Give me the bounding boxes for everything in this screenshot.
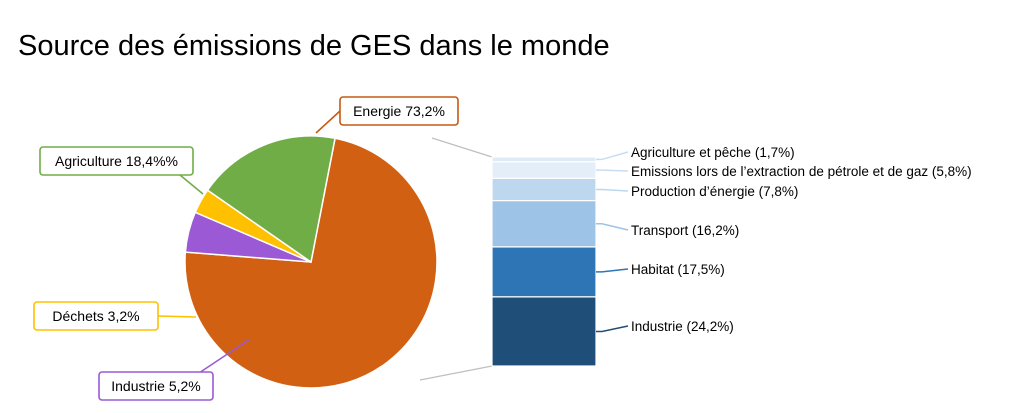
pie-slice-agriculture <box>206 135 336 264</box>
callout-box-agriculture <box>39 146 194 176</box>
bar-leader-2 <box>596 169 629 172</box>
callout-label-agriculture: Agriculture 18,4%% <box>55 153 178 169</box>
bar-segment-1 <box>491 156 597 163</box>
bar-label-4: Transport (16,2%) <box>631 223 739 238</box>
pie-slice-energie <box>184 137 438 389</box>
bar-segment-6 <box>491 296 597 367</box>
callout-leader-energie <box>315 110 341 134</box>
callout-dechets: Déchets 3,2% <box>33 301 197 331</box>
breakdown-bar <box>491 156 597 367</box>
bar-leader-4 <box>596 223 629 231</box>
bar-leader-3 <box>596 188 629 192</box>
bar-label-2: Emissions lors de l’extraction de pétrol… <box>631 164 972 179</box>
callout-agriculture: Agriculture 18,4%% <box>39 146 204 195</box>
connector-bottom <box>419 365 493 381</box>
bar-label-1: Agriculture et pêche (1,7%) <box>631 145 795 160</box>
bar-label-3: Production d’énergie (7,8%) <box>631 184 798 199</box>
callout-label-dechets: Déchets 3,2% <box>52 308 139 324</box>
pie-chart <box>184 135 438 389</box>
callout-box-energie <box>339 96 459 126</box>
callout-box-industrie <box>98 371 214 401</box>
bar-label-group-6: Industrie (24,2%) <box>596 319 734 334</box>
bar-label-group-1: Agriculture et pêche (1,7%) <box>596 145 795 161</box>
callout-label-energie: Energie 73,2% <box>353 103 445 119</box>
bar-segment-4 <box>491 200 597 248</box>
bar-leader-5 <box>596 268 629 273</box>
bar-label-5: Habitat (17,5%) <box>631 262 725 277</box>
callout-energie: Energie 73,2% <box>315 96 459 134</box>
bar-leader-1 <box>596 151 629 161</box>
bar-label-group-3: Production d’énergie (7,8%) <box>596 184 798 199</box>
chart-title: Source des émissions de GES dans le mond… <box>18 30 610 62</box>
bar-segment-2 <box>491 161 597 180</box>
bar-label-6: Industrie (24,2%) <box>631 319 734 334</box>
callout-industrie: Industrie 5,2% <box>98 338 251 401</box>
bar-segment-5 <box>491 246 597 298</box>
bar-segment-3 <box>491 177 597 202</box>
callout-label-industrie: Industrie 5,2% <box>111 378 201 394</box>
bar-leader-6 <box>596 325 629 333</box>
callout-box-dechets <box>33 301 159 331</box>
connector-lines <box>419 137 493 381</box>
bar-label-group-4: Transport (16,2%) <box>596 223 739 238</box>
pie-callouts: Energie 73,2% Industrie 5,2% Déchets 3,2% A… <box>33 96 459 401</box>
bar-label-group-5: Habitat (17,5%) <box>596 262 725 277</box>
callout-leader-dechets <box>157 315 197 318</box>
connector-top <box>431 137 493 158</box>
breakdown-labels: Agriculture et pêche (1,7%) Emissions lor… <box>596 145 972 334</box>
bar-label-group-2: Emissions lors de l’extraction de pétrol… <box>596 164 972 179</box>
callout-leader-agriculture <box>179 174 204 195</box>
callout-leader-industrie <box>198 338 251 374</box>
